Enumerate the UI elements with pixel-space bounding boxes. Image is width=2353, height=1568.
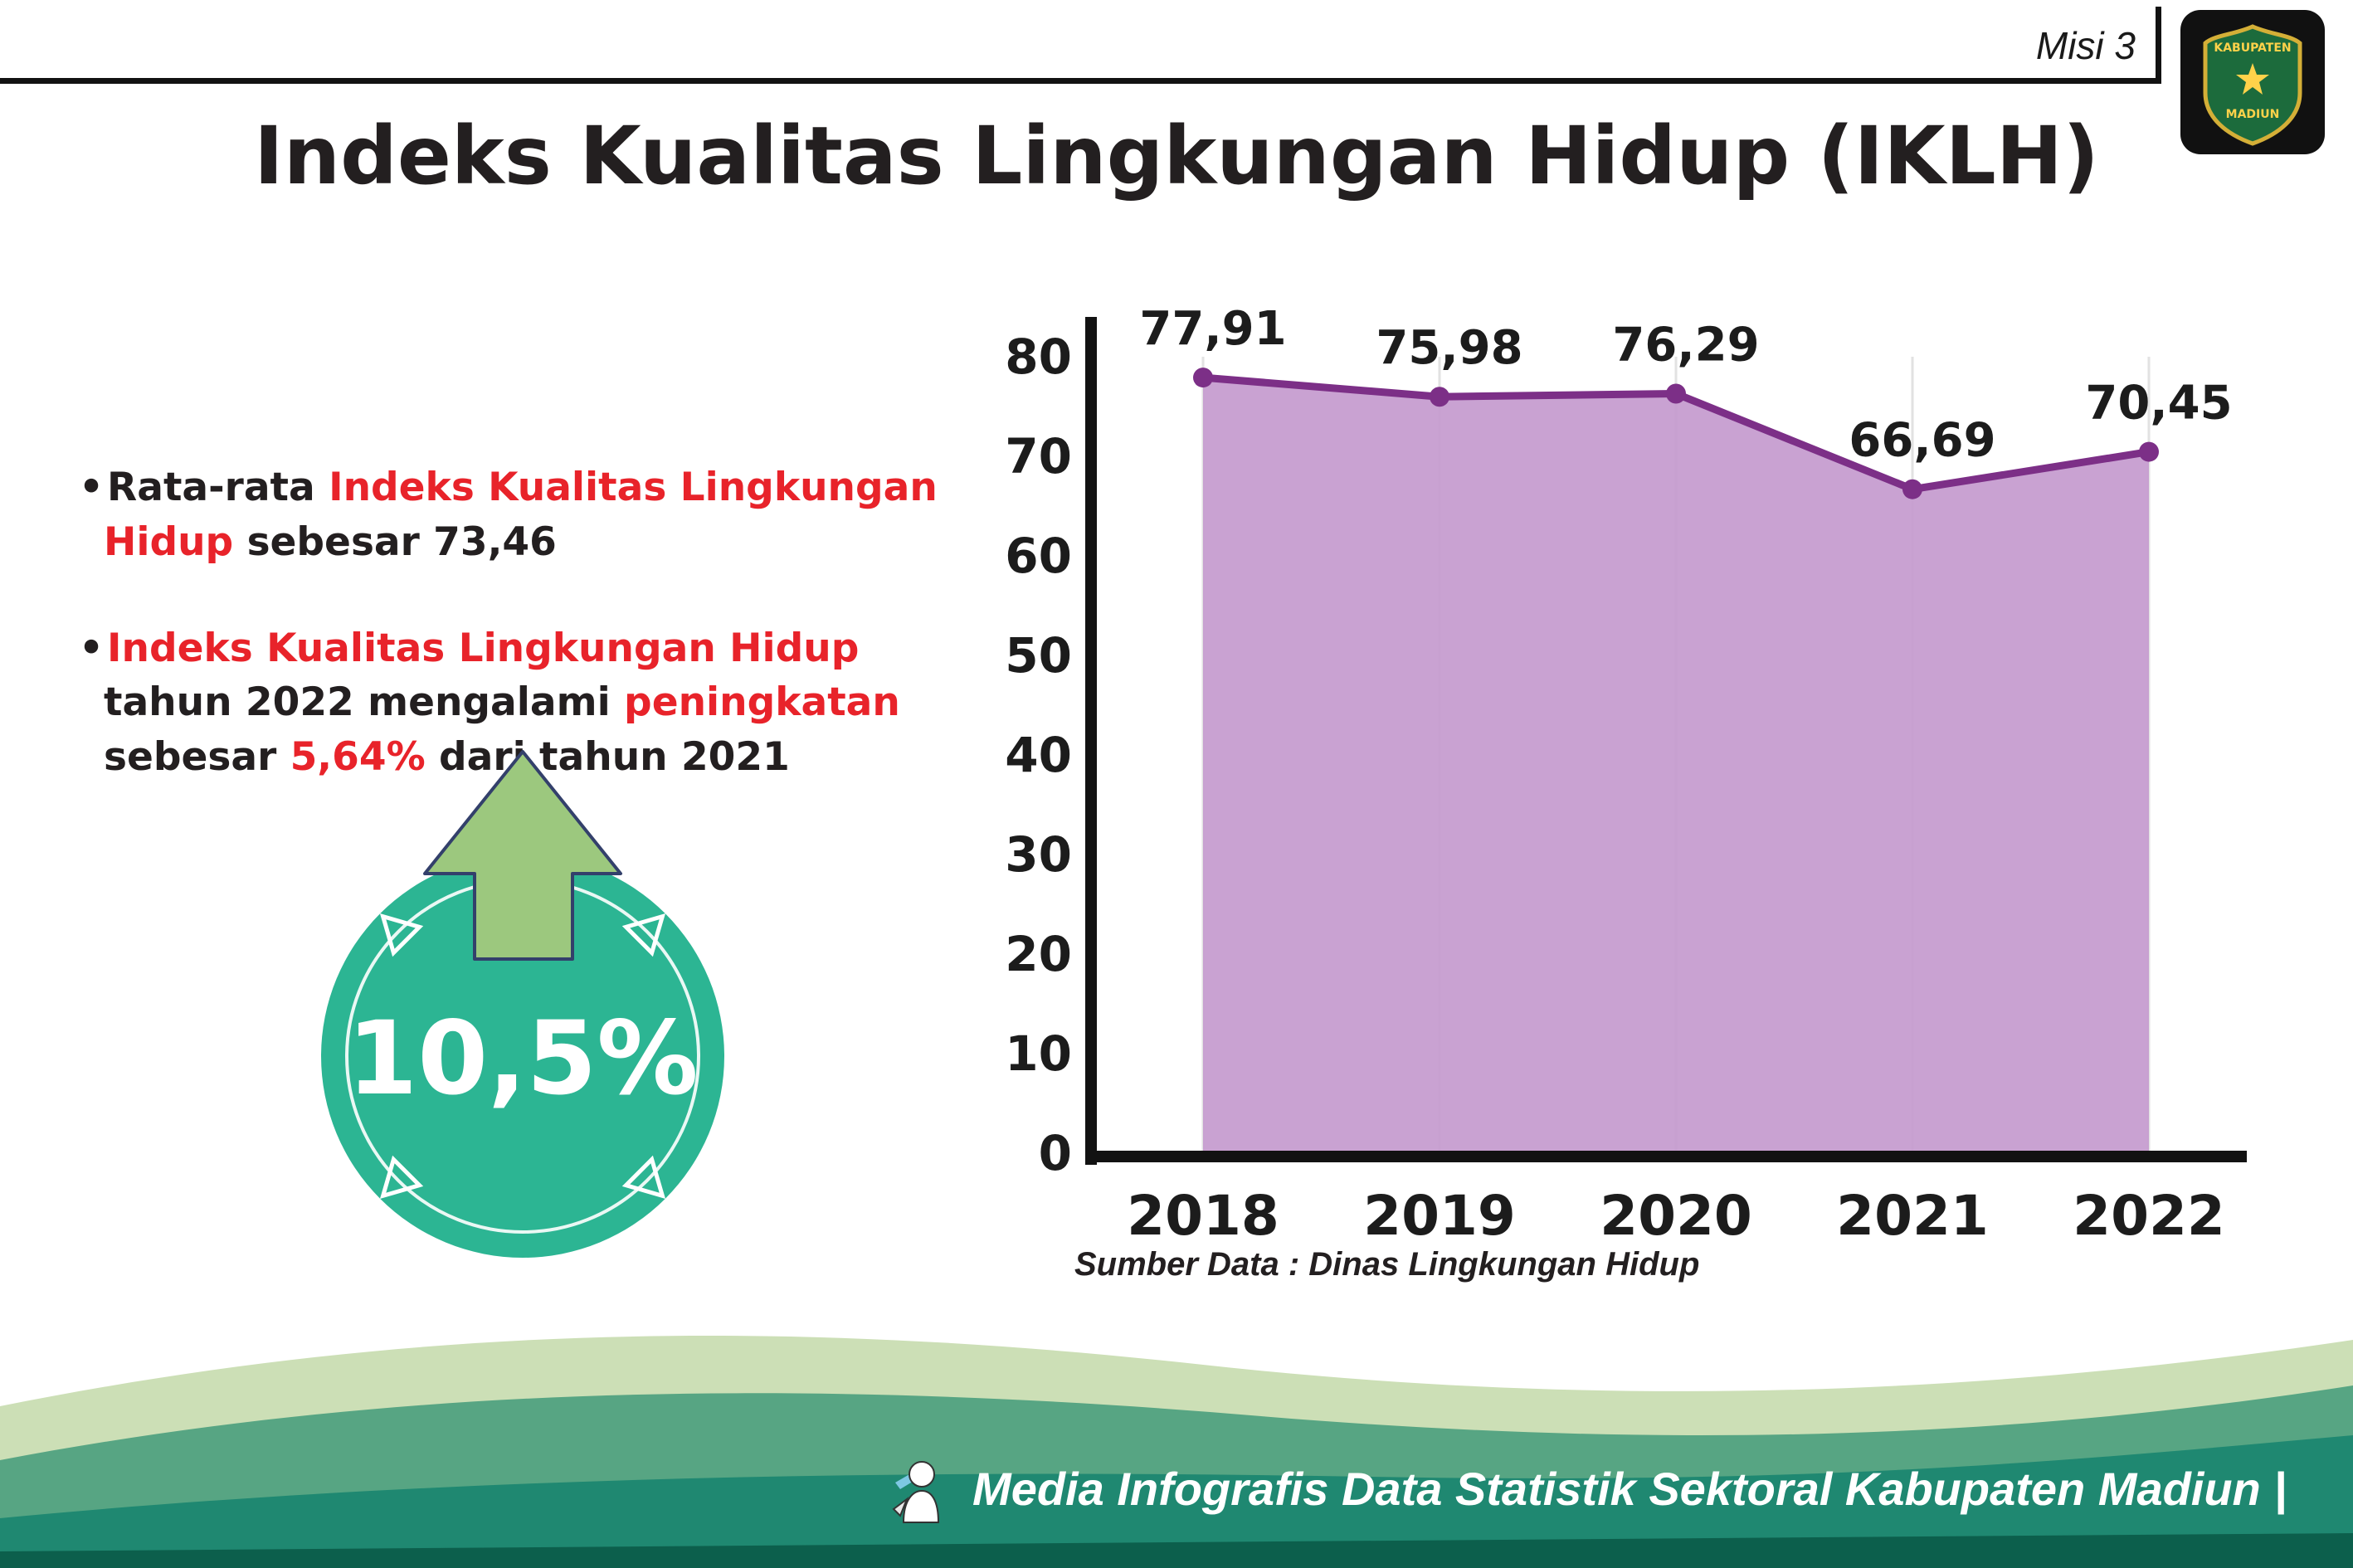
badge-ring-triangle-ne (621, 913, 666, 957)
bullet-text-segment: sebesar 73,46 (233, 519, 557, 565)
y-tick-label: 50 (1005, 627, 1072, 684)
y-tick-label: 20 (1005, 926, 1072, 982)
y-tick-label: 60 (1005, 528, 1072, 584)
bullet-text-segment: tahun 2022 mengalami (104, 679, 625, 726)
y-tick-label: 10 (1005, 1025, 1072, 1082)
footer-waves (0, 1336, 2353, 1568)
y-tick-label: 0 (1039, 1125, 1072, 1181)
footer-caption: Media Infografis Data Statistik Sektoral… (972, 1463, 2287, 1515)
logo-text-top: KABUPATEN (2214, 41, 2291, 55)
y-axis (1085, 317, 1097, 1165)
y-tick-label: 70 (1005, 428, 1072, 485)
increase-badge: 10,5% (321, 750, 724, 1258)
value-label: 77,91 (1139, 302, 1286, 356)
bullet-text-segment: 5,64% (290, 734, 426, 781)
mascot-icon (892, 1461, 940, 1523)
x-tick-label: 2020 (1600, 1184, 1752, 1248)
area-fill (1203, 377, 2149, 1153)
x-tick-label: 2019 (1363, 1184, 1516, 1248)
value-label: 70,45 (2085, 377, 2232, 431)
data-point (1902, 479, 1922, 499)
bullet-text-segment: dari tahun 2021 (425, 734, 790, 781)
badge-ring-triangle-se (621, 1155, 666, 1200)
badge-circle (321, 855, 724, 1258)
logo-star (2236, 63, 2269, 95)
bullet-text-segment: Indeks Kualitas Lingkungan Hidup (104, 465, 938, 565)
y-tick-label: 30 (1005, 826, 1072, 883)
y-tick-label: 40 (1005, 727, 1072, 783)
value-label: 66,69 (1849, 414, 1995, 468)
bullet-dot: • (79, 465, 105, 510)
value-label: 75,98 (1376, 321, 1522, 375)
data-point (1193, 368, 1213, 388)
logo-text-bottom: MADIUN (2226, 108, 2280, 121)
x-tick-label: 2022 (2073, 1184, 2225, 1248)
data-point (2139, 441, 2159, 462)
bullet-item: •Rata-rata Indeks Kualitas Lingkungan Hi… (79, 460, 975, 570)
kabupaten-madiun-logo: KABUPATEN MADIUN (2180, 10, 2325, 154)
x-tick-label: 2021 (1836, 1184, 1989, 1248)
data-point (1430, 387, 1449, 407)
header-rule (0, 78, 2157, 84)
badge-value: 10,5% (347, 1000, 698, 1118)
iklh-chart: 77,91 75,98 76,29 66,69 70,45 0 10 20 30 40 50 60 70… (979, 274, 2307, 1327)
bullet-item: •Indeks Kualitas Lingkungan Hidup tahun … (79, 621, 975, 785)
footer-wave-dark (0, 1533, 2353, 1568)
data-point (1666, 383, 1686, 404)
bullet-dot: • (79, 625, 105, 671)
badge-ring-triangle-nw (379, 913, 424, 957)
up-arrow-icon (423, 750, 622, 961)
bullet-text-segment: Rata-rata (107, 465, 329, 510)
x-tick-label: 2018 (1127, 1184, 1279, 1248)
footer-content: Media Infografis Data Statistik Sektoral… (879, 1449, 2287, 1528)
data-source-label: Sumber Data : Dinas Lingkungan Hidup (1074, 1246, 1700, 1283)
header-rule-corner (2156, 7, 2161, 84)
page-title: Indeks Kualitas Lingkungan Hidup (IKLH) (254, 110, 2099, 202)
badge-ring-triangle-sw (379, 1155, 424, 1200)
misi-label: Misi 3 (2035, 24, 2136, 67)
x-axis (1085, 1151, 2247, 1162)
bullet-text-segment: Indeks Kualitas Lingkungan Hidup (107, 625, 860, 671)
footer-wave-teal (0, 1435, 2353, 1568)
bullet-text-segment: peningkatan (624, 679, 900, 726)
bullet-text-segment: sebesar (104, 734, 290, 781)
y-tick-label: 80 (1005, 329, 1072, 385)
value-label: 76,29 (1612, 319, 1759, 373)
bullet-list: •Rata-rata Indeks Kualitas Lingkungan Hi… (79, 460, 975, 836)
